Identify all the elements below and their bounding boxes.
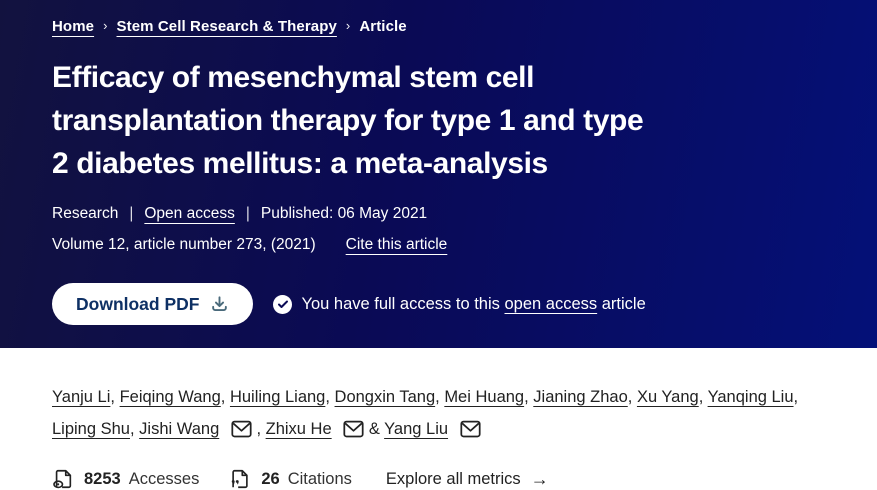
author: Jianing Zhao <box>533 388 627 406</box>
author: Huiling Liang <box>230 388 325 406</box>
accesses-count: 8253 <box>84 469 121 488</box>
download-pdf-button[interactable]: Download PDF <box>52 283 254 326</box>
article-hero-banner: Home › Stem Cell Research & Therapy › Ar… <box>0 0 877 348</box>
citations-count: 26 <box>261 469 280 488</box>
chevron-right-icon: › <box>345 18 351 33</box>
author-link[interactable]: Xu Yang <box>636 388 699 406</box>
author: Zhixu He <box>266 420 369 438</box>
citations-icon <box>229 468 251 490</box>
author: Dongxin Tang <box>335 388 436 406</box>
explore-metrics: Explore all metrics → <box>386 469 549 490</box>
author-link[interactable]: Liping Shu <box>52 420 130 438</box>
article-body-header: Yanju Li, Feiqing Wang, Huiling Liang, D… <box>0 348 877 490</box>
breadcrumb-journal-link[interactable]: Stem Cell Research & Therapy <box>116 18 337 35</box>
metrics-row: 8253 Accesses 26 Citations Explore all m… <box>52 468 825 490</box>
citations-metric: 26 Citations <box>229 468 352 490</box>
volume-label: Volume 12, article number 273, (2021) <box>52 236 316 254</box>
check-circle-icon <box>273 294 293 314</box>
author: Liping Shu <box>52 420 130 438</box>
author: Yanju Li <box>52 388 110 406</box>
download-pdf-label: Download PDF <box>76 293 200 314</box>
open-access-inline-link[interactable]: open access <box>504 294 598 313</box>
volume-row: Volume 12, article number 273, (2021) Ci… <box>52 236 825 254</box>
author: Yanqing Liu <box>708 388 794 406</box>
author: Jishi Wang <box>139 420 256 438</box>
email-envelope-icon[interactable] <box>343 417 364 449</box>
author: Yang Liu <box>384 420 481 438</box>
author-link[interactable]: Yanju Li <box>52 388 111 406</box>
email-envelope-icon[interactable] <box>231 417 252 449</box>
accesses-icon <box>52 468 74 490</box>
author: Mei Huang <box>444 388 524 406</box>
author-link[interactable]: Yanqing Liu <box>707 388 794 406</box>
article-type-label: Research <box>52 205 119 223</box>
full-access-text: You have full access to this open access… <box>301 294 646 313</box>
divider: | <box>245 205 250 223</box>
breadcrumb: Home › Stem Cell Research & Therapy › Ar… <box>52 18 825 35</box>
published-date-label: Published: 06 May 2021 <box>260 205 428 223</box>
accesses-label: Accesses <box>128 469 200 488</box>
author-link[interactable]: Huiling Liang <box>229 388 326 406</box>
divider: | <box>129 205 134 223</box>
arrow-right-icon: → <box>530 468 549 489</box>
breadcrumb-current: Article <box>359 18 407 35</box>
page-title: Efficacy of mesenchymal stem cell transp… <box>52 56 825 185</box>
accesses-metric: 8253 Accesses <box>52 468 199 490</box>
explore-all-metrics-link[interactable]: Explore all metrics <box>385 469 521 488</box>
cite-article-link[interactable]: Cite this article <box>345 236 448 254</box>
citations-label: Citations <box>287 469 352 488</box>
author-link[interactable]: Jishi Wang <box>139 420 220 438</box>
title-line-3: 2 diabetes mellitus: a meta-analysis <box>52 147 548 180</box>
author-link[interactable]: Jianing Zhao <box>533 388 628 406</box>
author-link[interactable]: Dongxin Tang <box>334 388 436 406</box>
download-icon <box>210 295 229 314</box>
actions-row: Download PDF You have full access to thi… <box>52 283 825 326</box>
breadcrumb-home-link[interactable]: Home <box>52 18 95 35</box>
author-link[interactable]: Yang Liu <box>384 420 449 438</box>
title-line-1: Efficacy of mesenchymal stem cell <box>52 61 535 94</box>
full-access-note: You have full access to this open access… <box>273 294 646 314</box>
open-access-link[interactable]: Open access <box>144 205 235 223</box>
author-list: Yanju Li, Feiqing Wang, Huiling Liang, D… <box>52 381 814 449</box>
article-meta-row: Research | Open access | Published: 06 M… <box>52 205 825 223</box>
author-link[interactable]: Feiqing Wang <box>119 388 221 406</box>
author-link[interactable]: Zhixu He <box>265 420 332 438</box>
email-envelope-icon[interactable] <box>460 417 481 449</box>
author: Xu Yang <box>637 388 699 406</box>
author: Feiqing Wang <box>120 388 221 406</box>
title-line-2: transplantation therapy for type 1 and t… <box>52 104 644 137</box>
chevron-right-icon: › <box>103 18 108 33</box>
author-link[interactable]: Mei Huang <box>444 388 525 406</box>
